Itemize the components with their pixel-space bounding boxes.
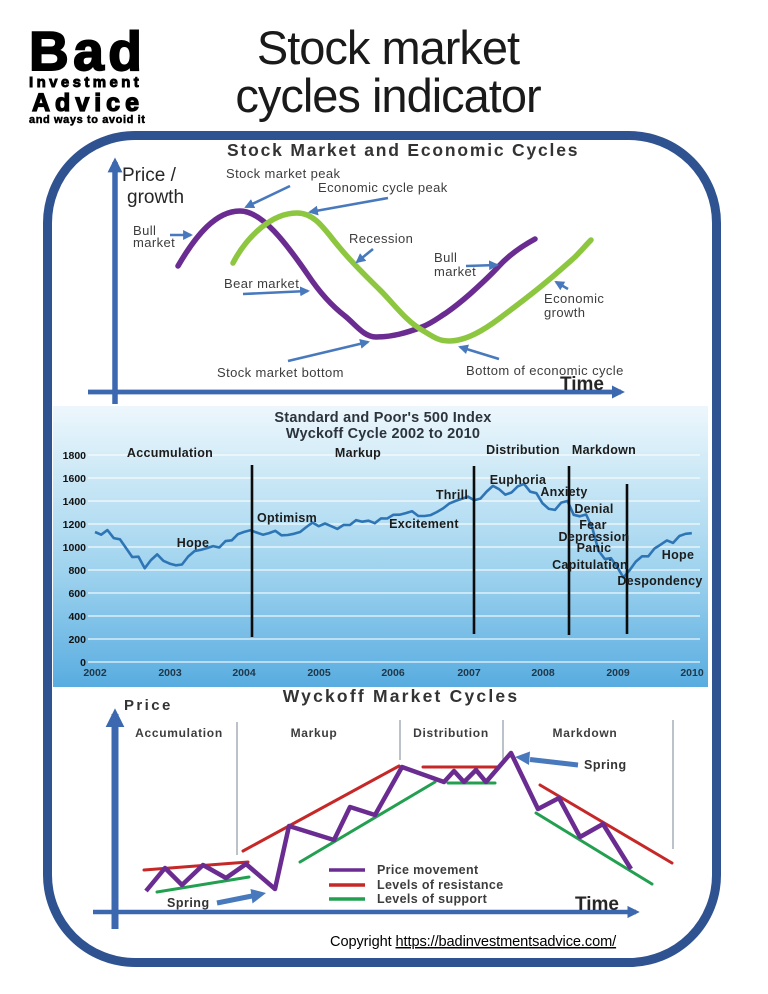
- svg-text:2002: 2002: [83, 667, 107, 679]
- svg-text:2003: 2003: [158, 667, 182, 679]
- svg-text:Economic cycle peak: Economic cycle peak: [318, 180, 448, 195]
- svg-text:Optimism: Optimism: [257, 511, 317, 525]
- svg-text:2007: 2007: [457, 667, 481, 679]
- svg-text:Accumulation: Accumulation: [135, 726, 223, 740]
- svg-text:Markdown: Markdown: [553, 726, 618, 740]
- svg-text:Standard and Poor's 500 Index: Standard and Poor's 500 Index: [274, 410, 491, 426]
- svg-text:1600: 1600: [63, 473, 87, 485]
- svg-text:400: 400: [68, 611, 86, 623]
- svg-text:Markdown: Markdown: [572, 443, 636, 457]
- svg-text:Wyckoff Cycle 2002 to 2010: Wyckoff Cycle 2002 to 2010: [286, 426, 480, 442]
- svg-text:Markup: Markup: [291, 726, 338, 740]
- svg-text:market: market: [133, 235, 175, 250]
- svg-text:Stock Market and Economic Cycl: Stock Market and Economic Cycles: [227, 140, 579, 160]
- svg-text:800: 800: [68, 565, 86, 577]
- svg-text:0: 0: [80, 657, 86, 669]
- svg-text:growth: growth: [544, 305, 585, 320]
- svg-text:Denial: Denial: [574, 502, 613, 516]
- svg-text:600: 600: [68, 588, 86, 600]
- svg-text:Capitulation: Capitulation: [552, 558, 628, 572]
- svg-text:growth: growth: [127, 187, 184, 208]
- svg-text:2009: 2009: [606, 667, 630, 679]
- svg-text:1800: 1800: [63, 450, 87, 462]
- svg-text:2008: 2008: [531, 667, 555, 679]
- svg-text:Euphoria: Euphoria: [490, 473, 547, 487]
- svg-text:2005: 2005: [307, 667, 331, 679]
- svg-text:Distribution: Distribution: [486, 443, 560, 457]
- svg-text:Thrill: Thrill: [436, 488, 468, 502]
- svg-text:Levels of resistance: Levels of resistance: [377, 878, 504, 892]
- svg-text:market: market: [434, 264, 476, 279]
- svg-text:Anxiety: Anxiety: [540, 485, 587, 499]
- svg-text:1000: 1000: [63, 542, 87, 554]
- svg-text:Panic: Panic: [577, 541, 612, 555]
- svg-text:Hope: Hope: [177, 536, 209, 550]
- svg-text:Price: Price: [124, 697, 173, 714]
- svg-text:2006: 2006: [381, 667, 405, 679]
- svg-text:1400: 1400: [63, 496, 87, 508]
- svg-text:2010: 2010: [680, 667, 704, 679]
- svg-text:Depression: Depression: [558, 530, 629, 544]
- svg-text:Wyckoff Market Cycles: Wyckoff Market Cycles: [283, 686, 520, 706]
- svg-text:Price /: Price /: [122, 165, 177, 186]
- svg-text:1200: 1200: [63, 519, 87, 531]
- svg-text:Bull: Bull: [434, 250, 457, 265]
- svg-text:Spring: Spring: [584, 758, 627, 772]
- svg-text:Copyright https://badinvestme: Copyright https://badinvestmentsadvice.c…: [330, 934, 617, 950]
- svg-text:200: 200: [68, 634, 86, 646]
- svg-text:Stock market peak: Stock market peak: [226, 166, 341, 181]
- svg-text:Bottom of economic cycle: Bottom of economic cycle: [466, 363, 624, 378]
- svg-text:Levels of support: Levels of support: [377, 892, 488, 906]
- svg-text:2004: 2004: [232, 667, 256, 679]
- svg-text:Bear market: Bear market: [224, 276, 299, 291]
- svg-text:Excitement: Excitement: [389, 517, 459, 531]
- svg-text:Distribution: Distribution: [413, 726, 489, 740]
- svg-text:Hope: Hope: [662, 548, 694, 562]
- svg-text:Fear: Fear: [579, 518, 607, 532]
- svg-text:Accumulation: Accumulation: [127, 446, 213, 460]
- svg-text:Economic: Economic: [544, 291, 604, 306]
- svg-text:Spring: Spring: [167, 896, 210, 910]
- svg-text:Time: Time: [560, 374, 604, 395]
- svg-text:Despondency: Despondency: [617, 574, 702, 588]
- svg-text:Time: Time: [575, 894, 619, 915]
- svg-text:Stock market bottom: Stock market bottom: [217, 365, 344, 380]
- svg-text:Price movement: Price movement: [377, 863, 479, 877]
- svg-text:Markup: Markup: [335, 446, 381, 460]
- svg-text:Recession: Recession: [349, 231, 413, 246]
- svg-text:Bull: Bull: [133, 223, 156, 238]
